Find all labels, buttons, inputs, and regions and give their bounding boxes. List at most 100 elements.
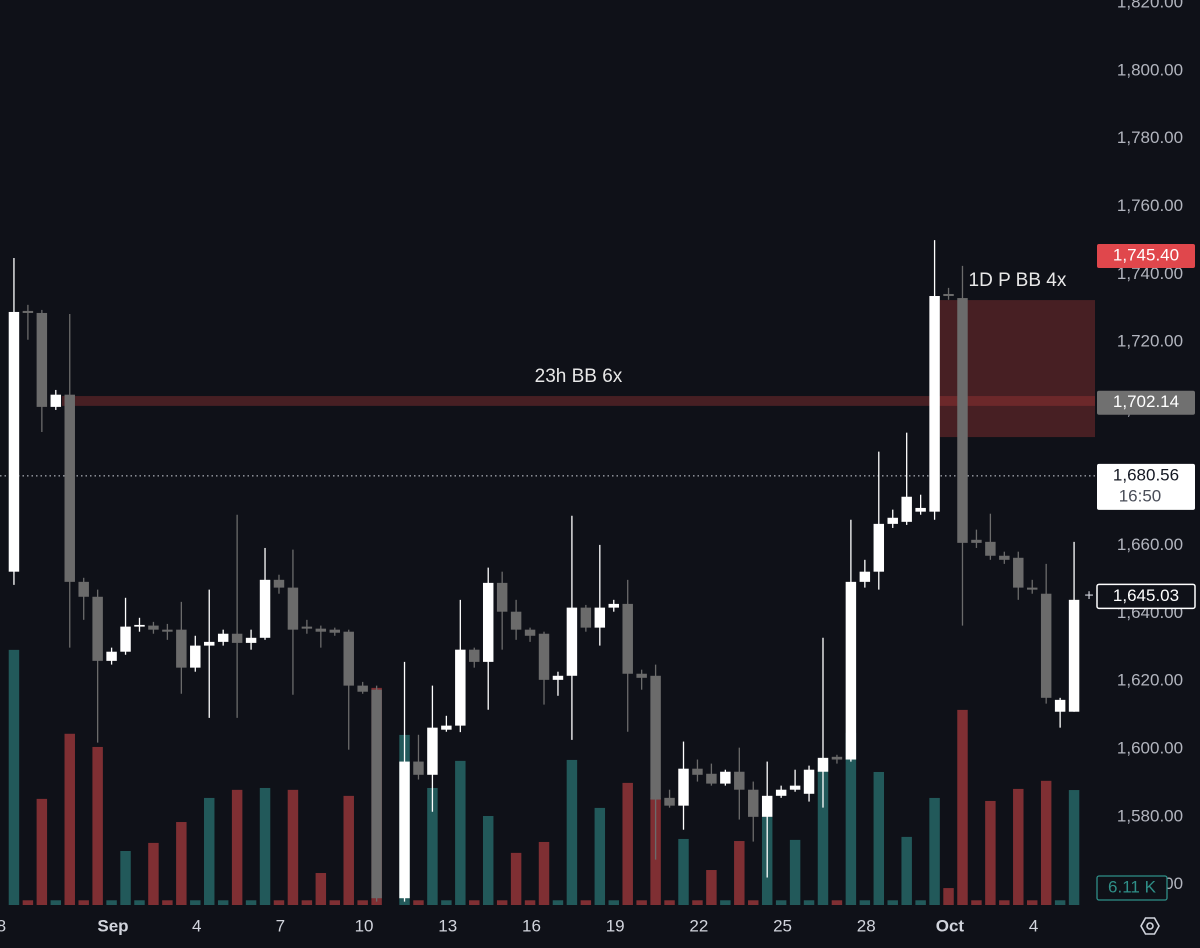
volume-bar <box>315 873 327 905</box>
candle-body <box>259 579 271 638</box>
volume-bar <box>204 797 215 905</box>
y-tick-label: 1,600.00 <box>1117 739 1183 758</box>
candle-body <box>204 641 215 646</box>
volume-bar <box>915 900 926 905</box>
volume-bar <box>1013 788 1024 905</box>
volume-bar <box>413 900 424 905</box>
volume-bar <box>734 841 745 905</box>
volume-bar <box>8 649 20 905</box>
candle-body <box>761 795 773 817</box>
candle-body <box>482 582 494 662</box>
volume-bar <box>482 816 494 905</box>
candle-body <box>231 633 243 643</box>
y-tick-label: 1,740.00 <box>1117 264 1183 283</box>
crosshair-plus: + <box>1084 588 1093 605</box>
volume-bar <box>287 789 299 905</box>
volume-bar <box>1026 900 1038 905</box>
volume-bar <box>441 900 452 905</box>
candle-body <box>22 310 34 313</box>
x-tick-label: Oct <box>936 916 965 935</box>
candle-body <box>92 596 103 661</box>
x-tick-label: 28 <box>857 916 876 935</box>
volume-bar <box>664 900 675 905</box>
candle-body <box>929 296 940 512</box>
candle-body <box>985 541 996 556</box>
plot-area: 23h BB 6x 1D P BB 4x <box>0 240 1095 905</box>
candle-body <box>413 761 424 775</box>
candle-body <box>887 517 898 524</box>
candle-body <box>692 768 703 775</box>
candle-body <box>706 773 717 784</box>
volume-bar <box>608 900 619 905</box>
candle-body <box>859 571 871 582</box>
volume-bar <box>678 838 689 905</box>
candle-body <box>329 629 341 633</box>
candle-body <box>273 579 285 588</box>
candle-body <box>120 626 131 652</box>
candle-body <box>636 673 647 678</box>
volume-bar <box>106 900 117 905</box>
volume-bar <box>510 852 522 905</box>
settings-dot <box>1146 922 1154 930</box>
settings-icon[interactable] <box>1140 917 1160 935</box>
volume-bar <box>329 900 341 905</box>
price-label: 1,745.40 <box>1113 245 1179 264</box>
candle-body <box>190 645 201 668</box>
y-tick-label: 1,660.00 <box>1117 535 1183 554</box>
candle-body <box>803 769 815 794</box>
volume-bar <box>580 900 592 905</box>
x-tick-label: 22 <box>689 916 708 935</box>
candle-body <box>36 312 48 407</box>
candle-body <box>1068 599 1080 712</box>
volume-bar <box>231 789 243 905</box>
y-tick-label: 1,620.00 <box>1117 671 1183 690</box>
price-label-box <box>1097 463 1195 510</box>
volume-bar <box>259 787 271 905</box>
candle-body <box>594 607 606 628</box>
volume-bar <box>538 841 550 905</box>
candle-body <box>650 675 661 800</box>
volume-label-box <box>1096 875 1168 901</box>
candle-body <box>552 675 564 680</box>
volume-bar <box>36 798 48 905</box>
volume-bar <box>845 732 857 905</box>
volume-bar <box>217 900 229 905</box>
candle-body <box>148 625 159 630</box>
candle-body <box>371 689 382 899</box>
volume-bar <box>496 900 508 905</box>
price-label-box <box>1096 583 1196 610</box>
volume-bar <box>622 782 633 905</box>
volume-bar <box>162 900 173 905</box>
volume-bar <box>92 746 103 905</box>
volume-bar <box>357 900 368 905</box>
volume-bar <box>427 787 438 905</box>
volume-bar <box>957 709 968 905</box>
candle-body <box>427 727 438 775</box>
candle-body <box>817 757 829 772</box>
volume-bar <box>720 900 731 905</box>
volume-bar <box>1054 900 1066 905</box>
volume-bar <box>789 839 801 905</box>
volume-bar <box>524 900 536 905</box>
candle-body <box>1013 557 1024 588</box>
x-tick-label: 4 <box>192 916 201 935</box>
candle-body <box>217 633 229 642</box>
y-tick-label: 1,720.00 <box>1117 332 1183 351</box>
price-label-countdown: 16:50 <box>1119 486 1162 505</box>
volume-bar <box>803 900 815 905</box>
volume-bar <box>985 800 996 905</box>
volume-bar <box>22 900 34 905</box>
x-tick-label: Sep <box>97 916 128 935</box>
candle-body <box>134 624 145 627</box>
candle-body <box>873 523 885 572</box>
candle-body <box>106 651 117 661</box>
candle-body <box>999 555 1010 560</box>
candle-body <box>957 298 968 543</box>
price-label: 1,702.14 <box>1113 392 1179 411</box>
volume-bar <box>887 900 898 905</box>
zone-label: 23h BB 6x <box>535 366 623 387</box>
candle-body <box>622 603 633 674</box>
volume-bar <box>190 900 201 905</box>
